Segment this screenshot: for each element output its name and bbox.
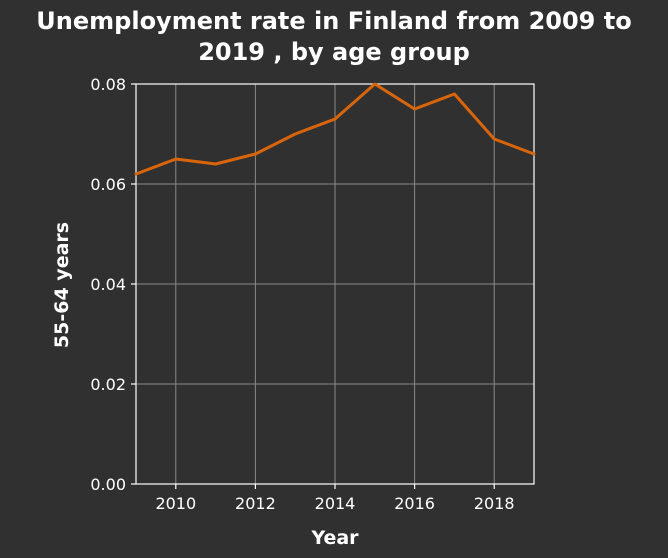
x-tick-label: 2012 (235, 494, 276, 513)
grid-lines (136, 83, 534, 485)
x-tick-label: 2018 (474, 494, 515, 513)
y-tick-label: 0.06 (90, 175, 126, 194)
y-tick-label: 0.02 (90, 375, 126, 394)
x-tick-label: 2016 (394, 494, 435, 513)
y-tick-label: 0.04 (90, 275, 126, 294)
y-axis-label: 55-64 years (51, 222, 73, 348)
x-tick-label: 2010 (155, 494, 196, 513)
tick-labels: 2010 2012 2014 2016 2018 0.00 0.02 0.04 0.06 0.08 (90, 75, 514, 513)
chart-title-line-2: 2019 , by age group (198, 38, 470, 66)
series-line (134, 82, 536, 176)
x-tick-label: 2014 (315, 494, 356, 513)
y-tick-label: 0.08 (90, 75, 126, 94)
y-tick-label: 0.00 (90, 475, 126, 494)
chart-title-line-1: Unemployment rate in Finland from 2009 t… (36, 7, 631, 35)
series-lines (134, 82, 536, 176)
x-axis-label: Year (310, 527, 359, 549)
